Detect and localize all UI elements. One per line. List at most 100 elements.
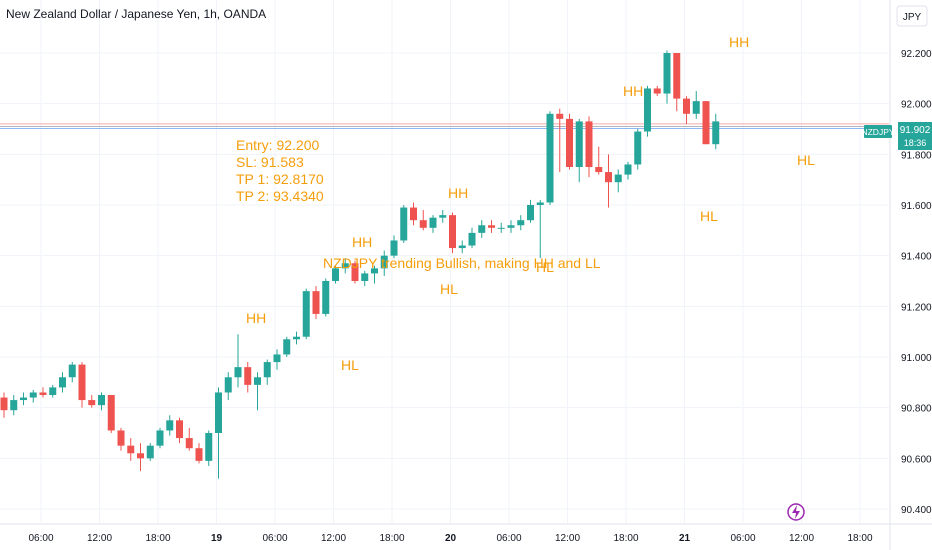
candle bbox=[517, 215, 525, 231]
candle bbox=[556, 108, 564, 173]
take-profit-1-label: TP 1: 92.8170 bbox=[236, 171, 324, 187]
candle-body bbox=[507, 225, 515, 228]
price-tick-label[interactable]: 91.800 bbox=[901, 150, 932, 161]
candle-body bbox=[624, 164, 632, 175]
price-tick-label[interactable]: 90.600 bbox=[901, 454, 932, 465]
candle-body bbox=[419, 220, 427, 228]
candle bbox=[98, 392, 105, 411]
currency-button-label[interactable]: JPY bbox=[903, 12, 922, 23]
price-tick-label[interactable]: 91.000 bbox=[901, 353, 932, 364]
hh-label-3: HH bbox=[448, 185, 468, 201]
current-price-lines bbox=[0, 123, 889, 129]
candle-body bbox=[546, 113, 554, 203]
price-tick-label[interactable]: 92.200 bbox=[901, 49, 932, 60]
currency-button[interactable]: JPY bbox=[896, 5, 928, 27]
price-tag-countdown: 18:36 bbox=[904, 138, 927, 148]
candle bbox=[263, 359, 271, 385]
price-tag-value: 91.902 bbox=[900, 125, 931, 136]
candle bbox=[429, 215, 437, 233]
time-tick-label[interactable]: 20 bbox=[445, 533, 457, 544]
candle bbox=[68, 362, 76, 383]
candle-body bbox=[29, 392, 37, 398]
candle bbox=[293, 331, 300, 345]
candle bbox=[341, 258, 349, 274]
lightning-icon-bolt[interactable] bbox=[792, 505, 800, 519]
candle-body bbox=[439, 215, 447, 218]
candle-body bbox=[400, 207, 408, 241]
price-axis[interactable]: 92.200 92.000 91.800 91.600 91.400 91.200 91.0… bbox=[901, 49, 932, 516]
time-tick-label[interactable]: 18:00 bbox=[847, 533, 872, 544]
candle-body bbox=[644, 88, 651, 132]
candle bbox=[536, 199, 544, 259]
hh-label-4: HH bbox=[623, 83, 643, 99]
candle-body bbox=[20, 397, 27, 401]
time-tick-label[interactable]: 06:00 bbox=[730, 533, 755, 544]
candle bbox=[605, 154, 612, 208]
candle-body bbox=[634, 131, 642, 165]
candle bbox=[332, 265, 339, 284]
time-tick-label[interactable]: 06:00 bbox=[28, 533, 53, 544]
candle bbox=[644, 85, 651, 137]
candle bbox=[673, 53, 681, 112]
price-tick-label[interactable]: 91.600 bbox=[901, 201, 932, 212]
lightning-icon[interactable] bbox=[787, 503, 805, 521]
price-tick-label[interactable]: 91.200 bbox=[901, 302, 932, 313]
price-tick-label[interactable]: 90.400 bbox=[901, 505, 932, 516]
candle-body bbox=[176, 420, 183, 439]
candle-body bbox=[49, 387, 57, 395]
candle bbox=[546, 111, 554, 205]
time-tick-label[interactable]: 18:00 bbox=[613, 533, 638, 544]
time-tick-label[interactable]: 21 bbox=[679, 533, 691, 544]
candle-body bbox=[692, 101, 700, 114]
candles bbox=[0, 50, 720, 479]
time-tick-label[interactable]: 06:00 bbox=[496, 533, 521, 544]
candle bbox=[156, 427, 164, 449]
candle bbox=[400, 205, 408, 243]
time-tick-label[interactable]: 12:00 bbox=[321, 533, 346, 544]
hh-label-2: HH bbox=[352, 234, 372, 250]
time-tick-label[interactable]: 18:00 bbox=[379, 533, 404, 544]
candle bbox=[371, 265, 378, 284]
candle bbox=[595, 146, 603, 175]
candle-body bbox=[205, 433, 213, 461]
candle bbox=[78, 362, 86, 408]
hl-label-5: HL bbox=[797, 152, 815, 168]
price-tick-label[interactable]: 92.000 bbox=[901, 100, 932, 111]
price-tick-label[interactable]: 90.800 bbox=[901, 404, 932, 415]
candle bbox=[215, 387, 222, 479]
candle-body bbox=[322, 281, 330, 314]
candle bbox=[458, 240, 466, 254]
candle bbox=[585, 116, 593, 178]
candle bbox=[410, 202, 417, 226]
time-axis[interactable]: 06:00 12:00 18:00 19 06:00 12:00 18:00 20 06:00 1… bbox=[28, 533, 872, 544]
time-tick-label[interactable]: 12:00 bbox=[789, 533, 814, 544]
candle-body bbox=[293, 336, 300, 340]
candle bbox=[49, 384, 57, 398]
time-tick-label[interactable]: 12:00 bbox=[87, 533, 112, 544]
time-tick-label[interactable]: 12:00 bbox=[555, 533, 580, 544]
candle-body bbox=[556, 113, 564, 119]
time-tick-label[interactable]: 06:00 bbox=[262, 533, 287, 544]
candle-body bbox=[517, 220, 525, 226]
candle-body bbox=[273, 354, 281, 363]
candle-body bbox=[653, 88, 661, 94]
candle bbox=[29, 389, 37, 403]
time-tick-label[interactable]: 18:00 bbox=[145, 533, 170, 544]
time-tick-label[interactable]: 19 bbox=[211, 533, 223, 544]
candle bbox=[624, 161, 632, 180]
entry-label: Entry: 92.200 bbox=[236, 137, 319, 153]
price-tick-label[interactable]: 91.400 bbox=[901, 252, 932, 263]
candle-body bbox=[312, 291, 320, 314]
candle bbox=[273, 349, 281, 370]
candle-body bbox=[351, 263, 359, 281]
candle bbox=[234, 334, 242, 388]
currency-button-frame[interactable] bbox=[896, 5, 928, 27]
symbol-tag-box bbox=[864, 125, 892, 138]
candle bbox=[634, 129, 642, 170]
candle bbox=[614, 169, 622, 193]
candle-body bbox=[605, 172, 612, 183]
candle bbox=[488, 220, 495, 233]
candle-body bbox=[673, 53, 681, 99]
candle bbox=[390, 235, 398, 259]
